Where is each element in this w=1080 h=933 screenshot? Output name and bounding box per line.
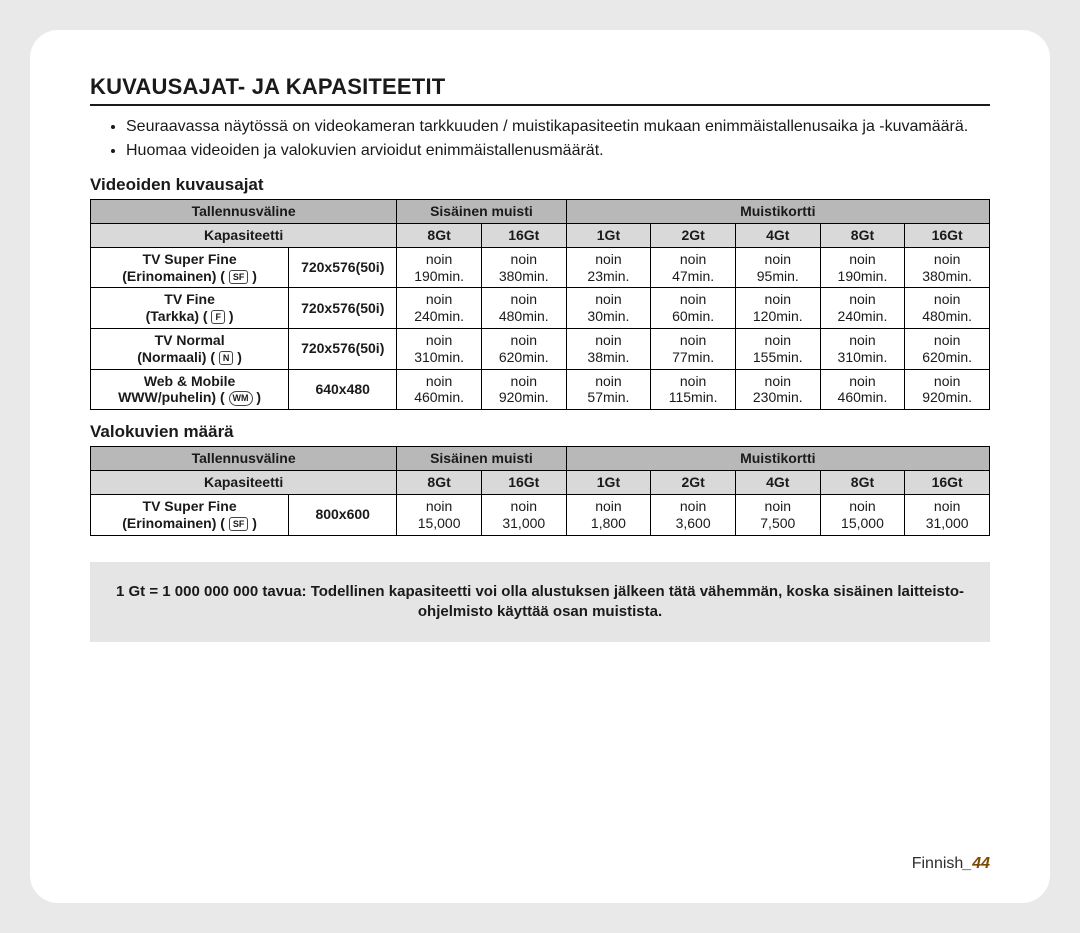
row-label: TV Fine(Tarkka) ( F ) — [91, 288, 289, 329]
value-cell: noin310min. — [820, 328, 905, 369]
capacity-cell: 4Gt — [735, 223, 820, 247]
value-cell: noin920min. — [905, 369, 990, 410]
quality-badge-icon: N — [219, 351, 234, 365]
value-cell: noin31,000 — [905, 494, 990, 535]
value-cell: noin155min. — [735, 328, 820, 369]
table-header-media: Tallennusväline — [91, 447, 397, 471]
table-row: TV Super Fine(Erinomainen) ( SF )800x600… — [91, 494, 990, 535]
value-cell: noin30min. — [566, 288, 651, 329]
value-cell: noin380min. — [905, 247, 990, 288]
quality-badge-icon: SF — [229, 517, 249, 531]
value-cell: noin47min. — [651, 247, 736, 288]
value-cell: noin77min. — [651, 328, 736, 369]
value-cell: noin57min. — [566, 369, 651, 410]
capacity-cell: 8Gt — [820, 471, 905, 495]
value-cell: noin38min. — [566, 328, 651, 369]
value-cell: noin7,500 — [735, 494, 820, 535]
value-cell: noin3,600 — [651, 494, 736, 535]
page-title: KUVAUSAJAT- JA KAPASITEETIT — [90, 74, 990, 100]
table-row: Web & MobileWWW/puhelin) ( WM )640x480no… — [91, 369, 990, 410]
row-label: Web & MobileWWW/puhelin) ( WM ) — [91, 369, 289, 410]
row-label: TV Normal(Normaali) ( N ) — [91, 328, 289, 369]
value-cell: noin230min. — [735, 369, 820, 410]
quality-badge-icon: F — [211, 310, 225, 324]
table-header-card: Muistikortti — [566, 447, 989, 471]
capacity-cell: 16Gt — [481, 223, 566, 247]
table-row: TV Normal(Normaali) ( N )720x576(50i)noi… — [91, 328, 990, 369]
value-cell: noin310min. — [397, 328, 482, 369]
value-cell: noin115min. — [651, 369, 736, 410]
table-row: TV Super Fine(Erinomainen) ( SF )720x576… — [91, 247, 990, 288]
capacity-cell: 2Gt — [651, 471, 736, 495]
footer-language: Finnish — [912, 855, 964, 872]
value-cell: noin190min. — [820, 247, 905, 288]
value-cell: noin15,000 — [397, 494, 482, 535]
value-cell: noin95min. — [735, 247, 820, 288]
row-resolution: 640x480 — [289, 369, 397, 410]
value-cell: noin15,000 — [820, 494, 905, 535]
document-sheet: KUVAUSAJAT- JA KAPASITEETIT Seuraavassa … — [30, 30, 1050, 903]
capacity-cell: 2Gt — [651, 223, 736, 247]
capacity-cell: 16Gt — [481, 471, 566, 495]
video-recording-table: TallennusvälineSisäinen muistiMuistikort… — [90, 199, 990, 410]
table-header-internal: Sisäinen muisti — [397, 200, 566, 224]
page-background: KUVAUSAJAT- JA KAPASITEETIT Seuraavassa … — [0, 0, 1080, 933]
value-cell: noin240min. — [397, 288, 482, 329]
row-resolution: 720x576(50i) — [289, 247, 397, 288]
value-cell: noin480min. — [905, 288, 990, 329]
value-cell: noin460min. — [820, 369, 905, 410]
intro-bullet: Seuraavassa näytössä on videokameran tar… — [126, 116, 990, 138]
table-header-internal: Sisäinen muisti — [397, 447, 566, 471]
footer-page-number: 44 — [972, 855, 990, 872]
capacity-cell: 8Gt — [820, 223, 905, 247]
video-section-heading: Videoiden kuvausajat — [90, 175, 990, 195]
title-rule — [90, 104, 990, 106]
value-cell: noin23min. — [566, 247, 651, 288]
value-cell: noin60min. — [651, 288, 736, 329]
quality-badge-icon: WM — [229, 391, 253, 406]
page-footer: Finnish_44 — [912, 855, 990, 873]
value-cell: noin460min. — [397, 369, 482, 410]
capacity-cell: 1Gt — [566, 471, 651, 495]
footer-separator: _ — [963, 855, 972, 872]
table-header-media: Tallennusväline — [91, 200, 397, 224]
value-cell: noin620min. — [481, 328, 566, 369]
row-resolution: 800x600 — [289, 494, 397, 535]
capacity-cell: 16Gt — [905, 471, 990, 495]
capacity-cell: 1Gt — [566, 223, 651, 247]
value-cell: noin620min. — [905, 328, 990, 369]
photo-section-heading: Valokuvien määrä — [90, 422, 990, 442]
capacity-cell: 16Gt — [905, 223, 990, 247]
capacity-cell: 4Gt — [735, 471, 820, 495]
capacity-cell: 8Gt — [397, 223, 482, 247]
row-label: TV Super Fine(Erinomainen) ( SF ) — [91, 494, 289, 535]
capacity-cell: 8Gt — [397, 471, 482, 495]
capacity-note: 1 Gt = 1 000 000 000 tavua: Todellinen k… — [90, 562, 990, 643]
table-header-card: Muistikortti — [566, 200, 989, 224]
intro-bullet: Huomaa videoiden ja valokuvien arvioidut… — [126, 140, 990, 162]
value-cell: noin31,000 — [481, 494, 566, 535]
value-cell: noin120min. — [735, 288, 820, 329]
table-header-capacity: Kapasiteetti — [91, 471, 397, 495]
photo-count-table: TallennusvälineSisäinen muistiMuistikort… — [90, 446, 990, 535]
value-cell: noin240min. — [820, 288, 905, 329]
value-cell: noin380min. — [481, 247, 566, 288]
value-cell: noin190min. — [397, 247, 482, 288]
value-cell: noin1,800 — [566, 494, 651, 535]
table-header-capacity: Kapasiteetti — [91, 223, 397, 247]
row-resolution: 720x576(50i) — [289, 328, 397, 369]
intro-bullets: Seuraavassa näytössä on videokameran tar… — [90, 116, 990, 161]
row-resolution: 720x576(50i) — [289, 288, 397, 329]
quality-badge-icon: SF — [229, 270, 249, 284]
table-row: TV Fine(Tarkka) ( F )720x576(50i)noin240… — [91, 288, 990, 329]
value-cell: noin480min. — [481, 288, 566, 329]
row-label: TV Super Fine(Erinomainen) ( SF ) — [91, 247, 289, 288]
value-cell: noin920min. — [481, 369, 566, 410]
